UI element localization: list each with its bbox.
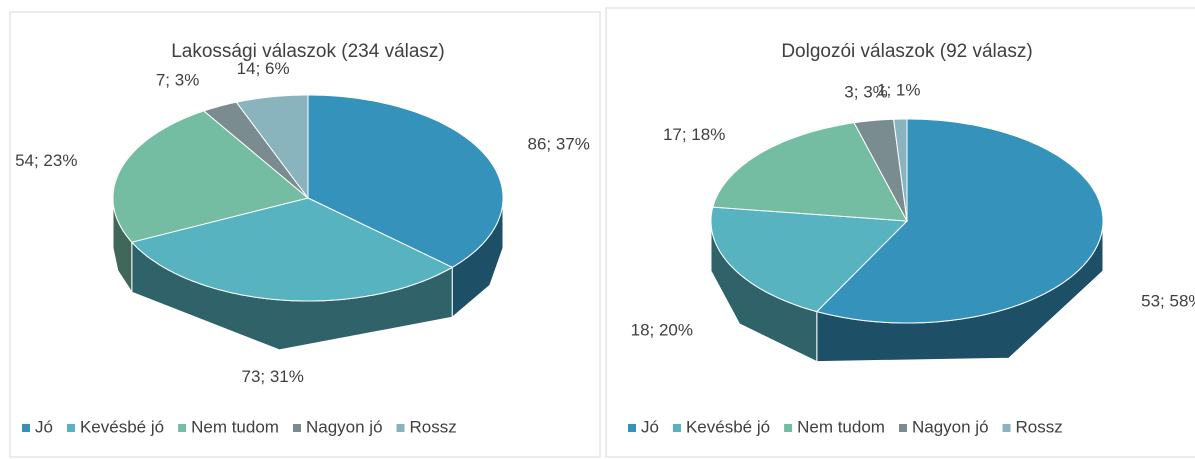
legend-swatch (22, 424, 30, 432)
legend-swatch (396, 424, 405, 432)
legend-swatch (672, 424, 681, 432)
slice (307, 94, 504, 268)
legend-label: Jó (641, 417, 659, 436)
chart-title: Dolgozói válaszok (92 válasz) (781, 41, 1032, 62)
data-label: 53; 58% (1141, 291, 1195, 310)
legend-label: Nem tudom (191, 417, 279, 436)
slice (202, 101, 309, 199)
legend-label: Rossz (410, 417, 457, 436)
data-label: 3; 3% (844, 82, 887, 101)
slice (712, 122, 908, 222)
slice (235, 94, 309, 200)
slice (130, 197, 454, 302)
slice (112, 110, 310, 243)
legend-swatch (784, 424, 793, 432)
legend-label: Kevésbé jó (80, 417, 164, 436)
legend-label: Nagyon jó (912, 417, 989, 436)
data-label: 7; 3% (156, 71, 199, 90)
slice (853, 118, 908, 222)
data-label: 18; 20% (631, 320, 693, 339)
slice (815, 118, 1104, 324)
legend-swatch (1002, 424, 1011, 432)
legend-label: Rossz (1016, 417, 1063, 436)
chart-frame (9, 11, 601, 458)
chart-frame (605, 7, 1195, 458)
data-label: 1; 1% (877, 81, 920, 100)
legend-label: Kevésbé jó (686, 417, 770, 436)
legend-swatch (178, 424, 187, 432)
legend-swatch (628, 424, 636, 432)
data-label: 86; 37% (528, 135, 590, 154)
chart-title: Lakossági válaszok (234 válasz) (171, 41, 445, 62)
slice (893, 118, 908, 222)
data-label: 73; 31% (241, 367, 303, 386)
data-label: 54; 23% (15, 151, 77, 170)
data-label: 14; 6% (237, 59, 290, 78)
legend-label: Nem tudom (797, 417, 885, 436)
legend-swatch (292, 424, 301, 432)
legend-label: Jó (35, 417, 53, 436)
slice (710, 206, 909, 313)
legend-label: Nagyon jó (306, 417, 383, 436)
data-label: 17; 18% (663, 125, 725, 144)
legend-swatch (66, 424, 75, 432)
legend-swatch (898, 424, 907, 432)
